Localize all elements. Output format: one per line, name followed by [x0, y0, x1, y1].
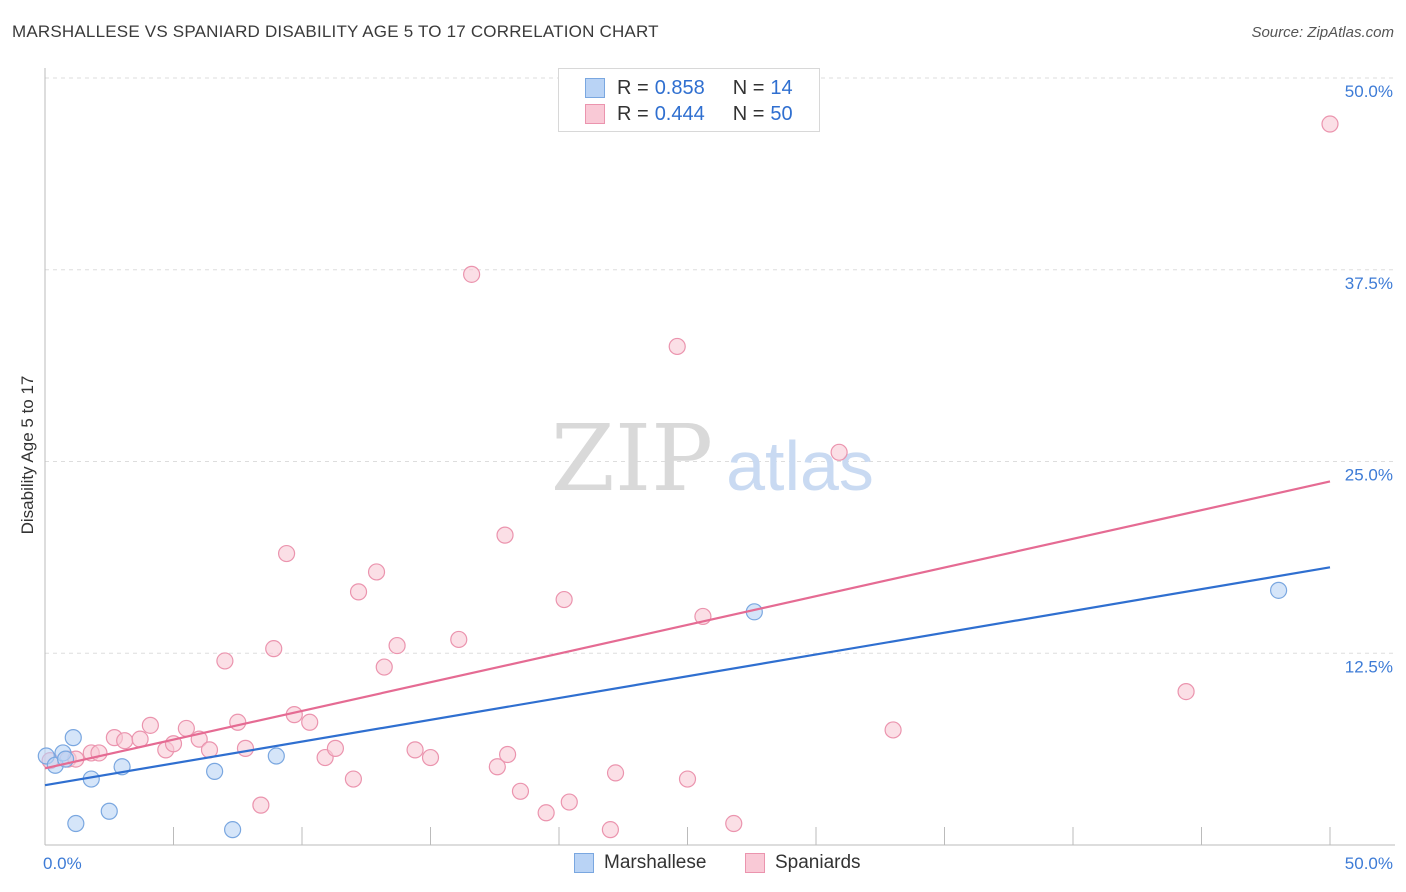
chart-title: MARSHALLESE VS SPANIARD DISABILITY AGE 5…: [12, 22, 659, 41]
point-spaniards: [367, 563, 386, 581]
point-marshallese: [100, 802, 118, 820]
point-marshallese: [64, 729, 82, 747]
point-marshallese: [206, 762, 224, 780]
y-tick-label: 12.5%: [1345, 657, 1393, 676]
bottom-legend-swatch-marshallese: [574, 853, 594, 873]
legend-r-value: 0.444: [654, 102, 705, 125]
point-spaniards: [277, 544, 296, 563]
legend-n-label: N =: [732, 102, 765, 125]
trend-lines: [44, 480, 1331, 787]
x-tick-label: 0.0%: [43, 854, 82, 873]
bottom-legend-label: Marshallese: [604, 852, 707, 873]
point-marshallese: [267, 747, 285, 765]
point-spaniards: [450, 630, 468, 649]
trend-line-marshallese: [44, 566, 1331, 787]
legend-swatch-spaniards: [585, 104, 605, 124]
y-axis-label: Disability Age 5 to 17: [18, 375, 37, 535]
point-spaniards: [375, 658, 393, 676]
point-spaniards: [488, 758, 506, 776]
legend-swatch-marshallese: [585, 78, 605, 98]
axes: [44, 68, 1395, 846]
point-spaniards: [421, 748, 440, 767]
point-marshallese: [224, 821, 242, 839]
y-tick-label: 50.0%: [1345, 82, 1393, 101]
watermark: ZIP atlas: [551, 405, 874, 512]
point-spaniards: [499, 745, 517, 764]
point-spaniards: [537, 804, 555, 822]
point-spaniards: [116, 732, 134, 750]
point-spaniards: [326, 739, 345, 757]
point-spaniards: [344, 770, 362, 788]
point-spaniards: [560, 793, 578, 811]
point-spaniards: [301, 713, 319, 731]
legend: R = 0.858 N = 14 R = 0.444 N = 50: [558, 68, 820, 132]
legend-r-value: 0.858: [654, 76, 705, 99]
y-tick-label: 37.5%: [1345, 274, 1393, 293]
point-spaniards: [388, 636, 406, 655]
legend-row-spaniards: R = 0.444 N = 50: [585, 103, 793, 125]
trend-line-spaniards: [44, 480, 1331, 770]
point-spaniards: [884, 721, 902, 739]
legend-r-label: R =: [617, 102, 649, 125]
bottom-legend-marshallese: Marshallese: [574, 852, 706, 874]
point-spaniards: [601, 821, 620, 839]
legend-row-marshallese: R = 0.858 N = 14: [585, 77, 793, 99]
point-spaniards: [830, 443, 848, 461]
legend-n-value: 50: [770, 102, 793, 125]
tick-labels: 12.5% 25.0% 37.5% 50.0% 0.0% 50.0%: [43, 82, 1393, 873]
point-spaniards: [606, 764, 625, 782]
legend-n-label: N =: [732, 76, 765, 99]
bottom-legend: Marshallese Spaniards: [0, 852, 1406, 878]
y-tick-label: 25.0%: [1345, 466, 1393, 485]
point-spaniards: [229, 713, 247, 731]
watermark-atlas: atlas: [726, 427, 874, 505]
point-spaniards: [725, 814, 743, 833]
point-spaniards: [511, 782, 530, 800]
point-spaniards: [1321, 115, 1339, 133]
bottom-legend-label: Spaniards: [775, 852, 861, 873]
point-spaniards: [1177, 682, 1195, 701]
point-spaniards: [252, 796, 270, 814]
bottom-legend-spaniards: Spaniards: [745, 852, 861, 874]
watermark-zip: ZIP: [551, 405, 713, 512]
point-spaniards: [463, 265, 481, 283]
point-spaniards: [265, 640, 283, 658]
point-spaniards: [678, 770, 697, 788]
point-spaniards: [177, 719, 195, 738]
point-spaniards: [555, 590, 573, 609]
point-spaniards: [496, 526, 514, 544]
point-marshallese: [1269, 581, 1288, 599]
bottom-legend-swatch-spaniards: [745, 853, 765, 873]
point-spaniards: [349, 583, 368, 601]
legend-n-value: 14: [770, 76, 793, 99]
source-label: Source: ZipAtlas.com: [1251, 24, 1394, 41]
point-spaniards: [406, 741, 424, 759]
data-points: [37, 115, 1339, 839]
point-marshallese: [67, 814, 85, 833]
legend-r-label: R =: [617, 76, 649, 99]
point-spaniards: [216, 652, 234, 670]
x-tick-label: 50.0%: [1345, 854, 1393, 873]
grid-lines: [45, 77, 1395, 654]
point-spaniards: [236, 739, 255, 757]
point-spaniards: [668, 337, 686, 356]
point-spaniards: [141, 716, 159, 734]
